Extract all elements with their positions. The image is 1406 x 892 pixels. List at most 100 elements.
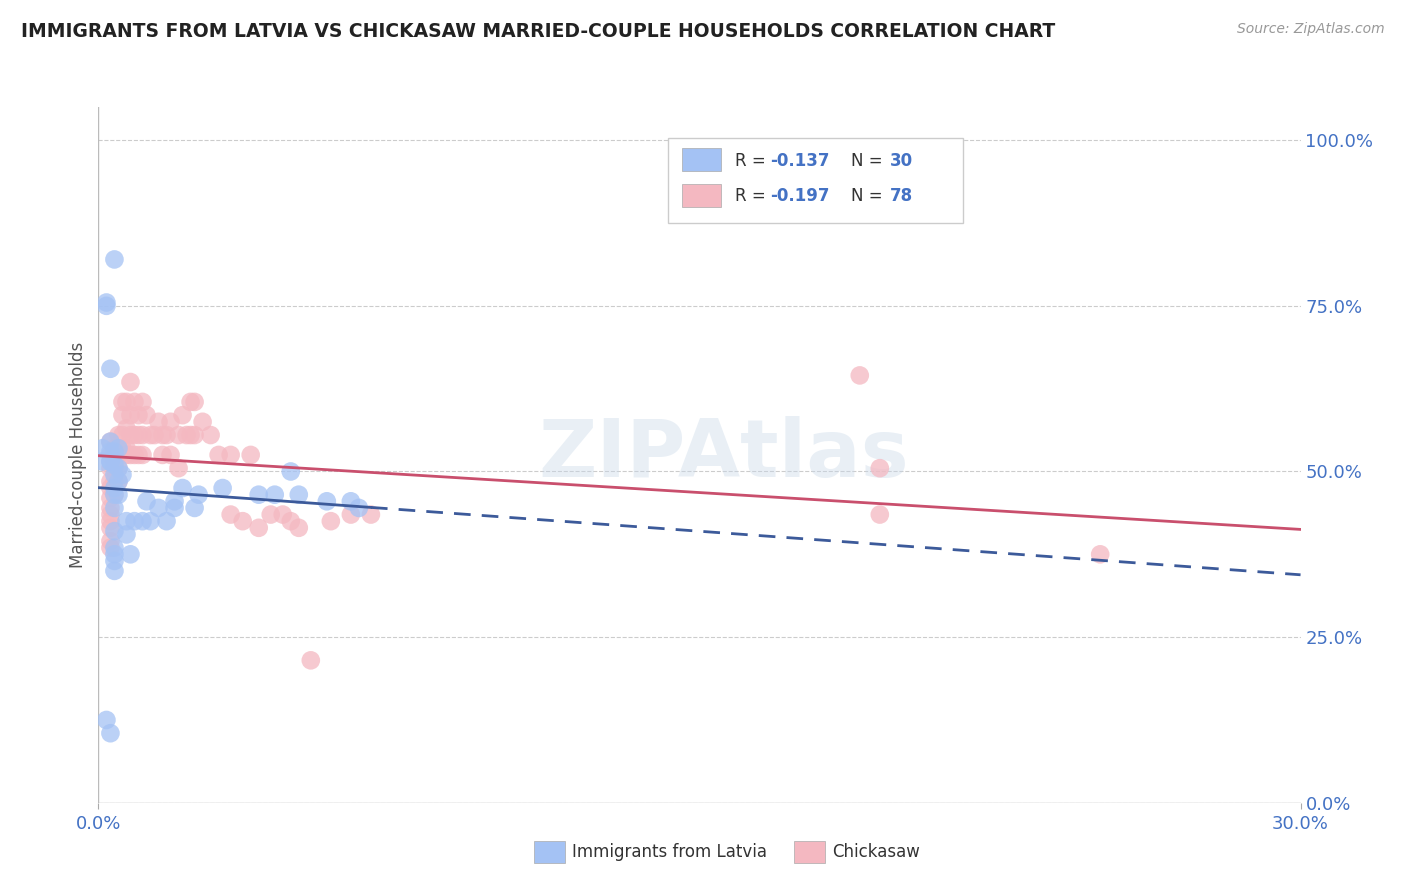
Point — [167, 461, 190, 475]
Point — [103, 458, 125, 472]
Point — [172, 481, 194, 495]
Point — [100, 500, 122, 515]
Point — [107, 475, 129, 489]
Point — [100, 491, 122, 505]
Point — [131, 514, 153, 528]
Point — [100, 726, 122, 740]
Point — [128, 408, 150, 422]
Point — [111, 467, 134, 482]
Point — [120, 448, 142, 462]
Text: R =: R = — [735, 187, 772, 205]
Point — [124, 448, 146, 462]
Point — [167, 428, 190, 442]
Text: 78: 78 — [890, 187, 912, 205]
Point — [239, 448, 262, 462]
Point — [211, 481, 233, 495]
Point — [280, 465, 302, 479]
Point — [115, 448, 138, 462]
Point — [120, 547, 142, 561]
Point — [103, 500, 125, 515]
Point — [103, 488, 125, 502]
Point — [183, 500, 205, 515]
Point — [163, 494, 186, 508]
Point — [124, 514, 146, 528]
Text: Chickasaw: Chickasaw — [832, 843, 920, 861]
Point — [315, 494, 337, 508]
Text: R =: R = — [735, 152, 772, 169]
Point — [100, 541, 122, 555]
Point — [124, 395, 146, 409]
Point — [208, 448, 231, 462]
Point — [247, 521, 270, 535]
Point — [155, 428, 177, 442]
Point — [128, 428, 150, 442]
Point — [103, 564, 125, 578]
Point — [91, 454, 114, 468]
Point — [288, 488, 311, 502]
Point — [219, 508, 242, 522]
Text: Source: ZipAtlas.com: Source: ZipAtlas.com — [1237, 22, 1385, 37]
Point — [159, 448, 181, 462]
Point — [96, 295, 118, 310]
Point — [100, 508, 122, 522]
Text: Immigrants from Latvia: Immigrants from Latvia — [572, 843, 768, 861]
Point — [247, 488, 270, 502]
Point — [159, 415, 181, 429]
Point — [115, 442, 138, 456]
Point — [100, 475, 122, 489]
Point — [107, 448, 129, 462]
Point — [869, 508, 891, 522]
Point — [100, 444, 122, 458]
Point — [200, 428, 222, 442]
Point — [103, 488, 125, 502]
Point — [263, 488, 285, 502]
Point — [107, 428, 129, 442]
Point — [100, 534, 122, 549]
Point — [183, 428, 205, 442]
Point — [172, 408, 194, 422]
Point — [183, 395, 205, 409]
Point — [131, 395, 153, 409]
Point — [100, 454, 122, 468]
Point — [107, 461, 129, 475]
Point — [288, 521, 311, 535]
Text: ZIPAtlas: ZIPAtlas — [538, 416, 908, 494]
Point — [271, 508, 294, 522]
Text: N =: N = — [851, 152, 887, 169]
Text: -0.137: -0.137 — [770, 152, 830, 169]
Y-axis label: Married-couple Households: Married-couple Households — [69, 342, 87, 568]
Point — [1088, 547, 1111, 561]
Point — [152, 448, 174, 462]
Point — [103, 524, 125, 538]
Point — [131, 448, 153, 462]
Point — [131, 428, 153, 442]
Point — [124, 428, 146, 442]
Point — [180, 395, 202, 409]
Point — [120, 428, 142, 442]
Point — [100, 461, 122, 475]
Point — [176, 428, 198, 442]
Point — [319, 514, 342, 528]
Point — [100, 448, 122, 462]
Point — [120, 408, 142, 422]
Point — [143, 428, 166, 442]
Point — [111, 408, 134, 422]
Point — [163, 500, 186, 515]
Point — [103, 442, 125, 456]
Text: IMMIGRANTS FROM LATVIA VS CHICKASAW MARRIED-COUPLE HOUSEHOLDS CORRELATION CHART: IMMIGRANTS FROM LATVIA VS CHICKASAW MARR… — [21, 22, 1056, 41]
Point — [103, 554, 125, 568]
Point — [120, 375, 142, 389]
Point — [180, 428, 202, 442]
Text: N =: N = — [851, 187, 887, 205]
Point — [100, 361, 122, 376]
Point — [100, 481, 122, 495]
Point — [100, 521, 122, 535]
Point — [103, 467, 125, 482]
Point — [340, 508, 363, 522]
Point — [155, 514, 177, 528]
Point — [260, 508, 283, 522]
Point — [869, 461, 891, 475]
Point — [96, 299, 118, 313]
Point — [115, 527, 138, 541]
Point — [360, 508, 382, 522]
